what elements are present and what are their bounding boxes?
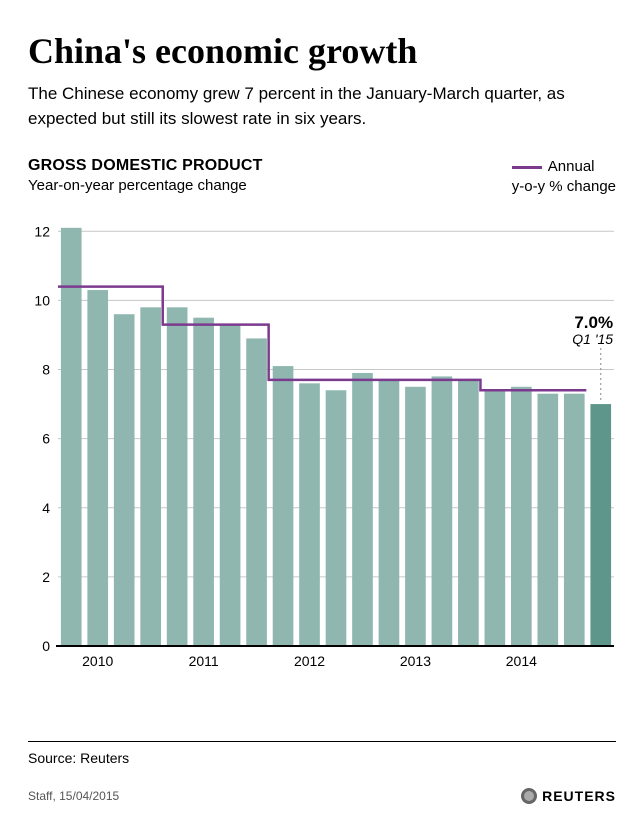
- legend-label-1: Annual: [548, 157, 595, 177]
- svg-text:6: 6: [42, 431, 50, 447]
- legend-swatch: [512, 166, 542, 169]
- source-line: Source: Reuters: [28, 750, 616, 766]
- page-title: China's economic growth: [28, 30, 616, 72]
- svg-text:7.0%: 7.0%: [574, 313, 613, 332]
- legend-label-2: y-o-y % change: [512, 177, 616, 197]
- svg-text:12: 12: [34, 224, 50, 240]
- chart-subtitle: Year-on-year percentage change: [28, 177, 263, 194]
- svg-text:2012: 2012: [294, 653, 325, 669]
- chart-area: 0 2 4 6 8 10 12 7.0%Q1 '15 2010 2011 2012 2013 2014: [28, 204, 616, 731]
- svg-text:2011: 2011: [189, 653, 219, 669]
- chart-legend: Annual y-o-y % change: [512, 157, 616, 196]
- svg-text:4: 4: [42, 500, 50, 516]
- chart-title: GROSS DOMESTIC PRODUCT: [28, 157, 263, 175]
- svg-text:2014: 2014: [506, 653, 537, 669]
- svg-text:8: 8: [42, 362, 50, 378]
- brand: REUTERS: [521, 788, 616, 804]
- svg-text:10: 10: [34, 293, 50, 309]
- brand-name: REUTERS: [542, 788, 616, 804]
- footer: Staff, 15/04/2015 REUTERS: [28, 788, 616, 804]
- page-subtitle: The Chinese economy grew 7 percent in th…: [28, 82, 616, 131]
- svg-text:2013: 2013: [400, 653, 431, 669]
- svg-text:0: 0: [42, 638, 50, 654]
- chart-svg: 0 2 4 6 8 10 12 7.0%Q1 '15 2010 2011 2012 2013 2014: [28, 204, 616, 674]
- chart-header: GROSS DOMESTIC PRODUCT Year-on-year perc…: [28, 157, 616, 196]
- separator: [28, 741, 616, 742]
- svg-text:Q1 '15: Q1 '15: [572, 331, 613, 347]
- brand-logo-icon: [521, 788, 537, 804]
- svg-text:2: 2: [42, 569, 50, 585]
- byline: Staff, 15/04/2015: [28, 789, 119, 803]
- svg-text:2010: 2010: [82, 653, 113, 669]
